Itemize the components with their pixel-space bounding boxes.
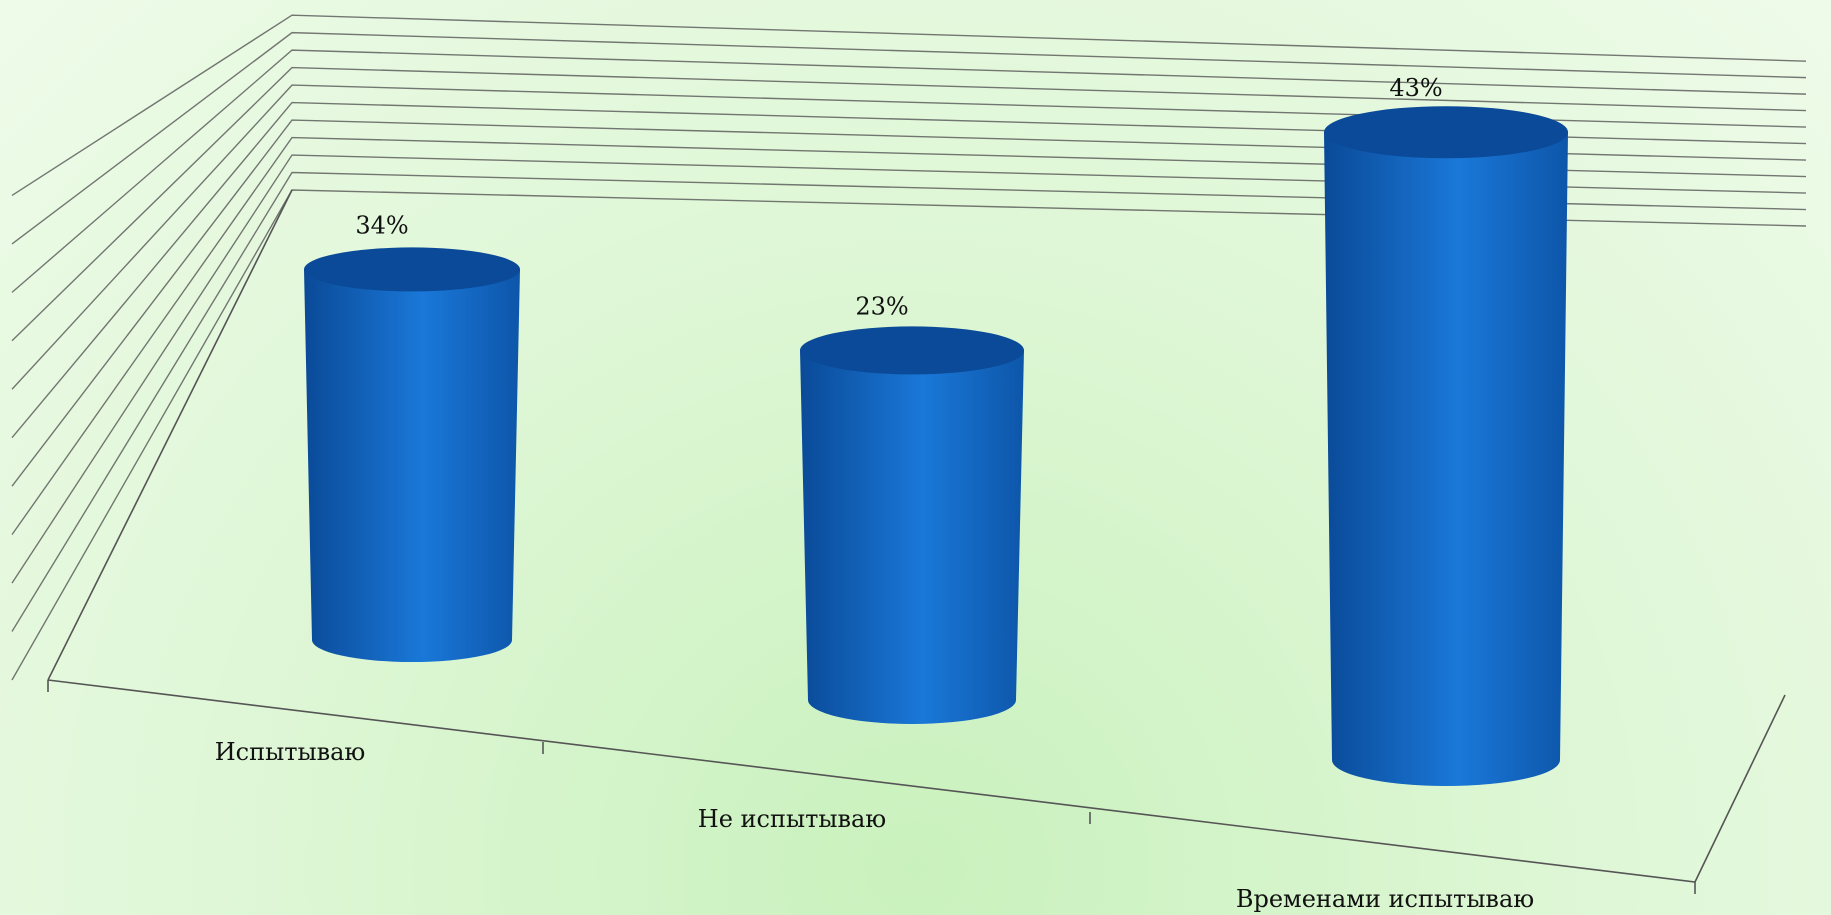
bar-3 — [1324, 106, 1568, 786]
labels: 34% 23% 43% Испытываю Не испытываю Временами … — [215, 74, 1534, 913]
bar-top — [304, 247, 520, 292]
gridline — [11, 14, 1807, 197]
bar-1 — [304, 247, 520, 662]
data-label: 34% — [355, 211, 408, 239]
category-label: Не испытываю — [698, 805, 886, 833]
gridline — [11, 101, 1807, 439]
bar-top — [800, 326, 1024, 375]
bar-2 — [800, 326, 1024, 724]
gridline — [11, 136, 1807, 536]
category-label: Испытываю — [215, 738, 366, 766]
bar-body — [304, 269, 520, 662]
gridline — [11, 154, 1807, 584]
bar-top — [1324, 106, 1568, 159]
gridline — [11, 66, 1807, 342]
gridline — [11, 119, 1807, 487]
data-label: 43% — [1389, 74, 1442, 102]
gridline — [11, 84, 1807, 390]
floor-axis — [47, 189, 1786, 894]
category-label: Временами испытываю — [1236, 885, 1534, 913]
bars — [304, 106, 1568, 786]
data-label: 23% — [855, 292, 908, 320]
gridline — [11, 31, 1807, 245]
bar-body — [800, 350, 1024, 724]
gridlines — [11, 14, 1807, 681]
bar-body — [1324, 132, 1568, 786]
gridline — [11, 171, 1807, 632]
gridline — [11, 49, 1807, 293]
